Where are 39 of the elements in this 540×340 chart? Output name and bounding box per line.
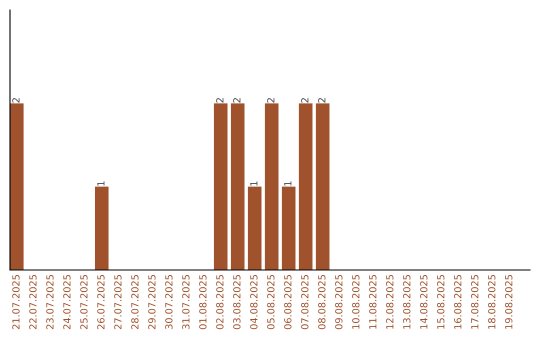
data-label: 1: [97, 181, 104, 186]
x-tick-label: 31.07.2025: [182, 275, 190, 330]
x-tick-label: 18.08.2025: [488, 275, 496, 329]
x-tick-label: 06.08.2025: [284, 275, 292, 330]
x-tick-label: 09.08.2025: [335, 275, 342, 330]
data-label: 1: [284, 181, 292, 186]
x-tick-label: 30.07.2025: [165, 275, 173, 330]
x-tick-label: 11.08.2025: [369, 275, 376, 329]
x-tick-label: 03.08.2025: [233, 275, 241, 330]
x-tick-label: 23.07.2025: [46, 275, 54, 330]
x-tick-label: 28.07.2025: [131, 275, 139, 330]
x-tick-label: 14.08.2025: [420, 275, 428, 329]
x-tick-label: 16.08.2025: [454, 275, 462, 329]
x-tick-label: 19.08.2025: [505, 275, 512, 329]
x-tick-label: 22.07.2025: [29, 275, 37, 330]
data-label: 2: [267, 98, 274, 103]
x-tick-label: 17.08.2025: [471, 275, 478, 329]
x-tick-label: 12.08.2025: [386, 275, 394, 329]
data-label: 2: [233, 98, 240, 103]
x-tick-label: 01.08.2025: [199, 275, 207, 330]
x-tick-label: 27.07.2025: [114, 275, 122, 330]
x-tick-label: 04.08.2025: [250, 275, 258, 330]
x-tick-label: 24.07.2025: [63, 275, 71, 330]
data-label: 2: [301, 98, 308, 103]
data-label: 2: [12, 98, 20, 103]
x-tick-label: 07.08.2025: [301, 275, 309, 330]
x-tick-label: 15.08.2025: [437, 275, 444, 329]
x-tick-label: 13.08.2025: [403, 275, 410, 329]
data-label: 2: [318, 98, 326, 103]
x-tick-label: 10.08.2025: [352, 275, 360, 329]
x-tick-label: 26.07.2025: [97, 275, 105, 330]
x-tick-label: 29.07.2025: [148, 275, 156, 330]
x-tick-label: 05.08.2025: [267, 275, 275, 330]
data-label: 2: [216, 98, 224, 103]
x-tick-label: 08.08.2025: [318, 275, 326, 330]
data-label: 1: [250, 181, 258, 186]
x-tick-label: 25.07.2025: [80, 275, 88, 330]
x-tick-label: 02.08.2025: [216, 275, 224, 330]
x-tick-label: 21.07.2025: [12, 275, 20, 330]
